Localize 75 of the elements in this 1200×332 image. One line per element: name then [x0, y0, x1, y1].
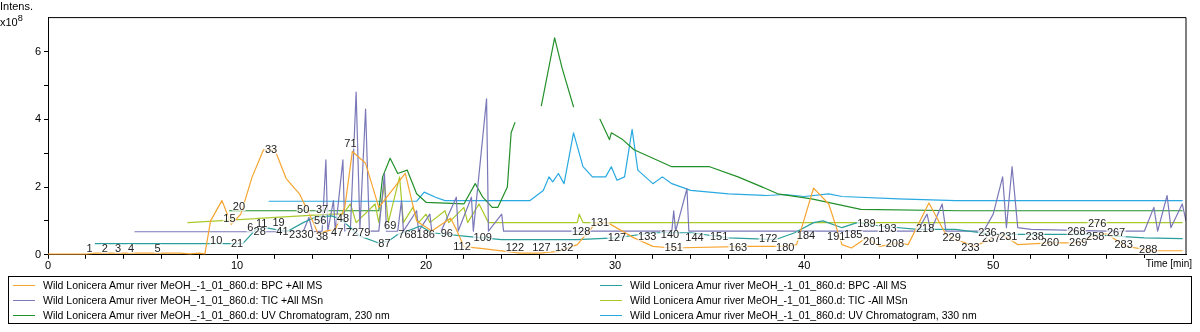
- annotation: 258: [1086, 229, 1105, 242]
- annotation: 208: [885, 236, 905, 249]
- annotation: 191: [827, 229, 846, 242]
- annotation: 21: [230, 236, 244, 249]
- y-tick-label: 4: [34, 112, 41, 125]
- annotation: 2330: [289, 228, 314, 241]
- annotation: 47: [331, 226, 344, 239]
- annotation: 185: [844, 228, 863, 241]
- annotation: 20: [232, 199, 246, 212]
- annotation: 193: [878, 222, 897, 235]
- annotation: 276: [1087, 217, 1107, 230]
- annotation: 7279: [345, 226, 371, 239]
- x-tick-label: 30: [608, 259, 622, 272]
- annotation: 4: [128, 241, 135, 254]
- annotation: 3: [114, 241, 122, 254]
- legend-label: Wild Lonicera Amur river MeOH_-1_01_860.d: BPC +All MS: [43, 279, 323, 291]
- annotation: 128: [571, 225, 591, 238]
- annotation: 180: [776, 240, 795, 253]
- x-tick-label: 40: [798, 259, 811, 272]
- annotation: 268: [1067, 224, 1086, 237]
- annotation: 189: [857, 217, 876, 230]
- annotation: 231: [999, 229, 1018, 242]
- annotation: 184: [796, 229, 816, 242]
- annotation: 38: [315, 229, 329, 242]
- annotation: 33: [264, 142, 278, 155]
- annotation: 132: [554, 240, 574, 253]
- annotation: 6: [247, 221, 254, 234]
- legend-label: Wild Lonicera Amur river MeOH_-1_01_860.d: TIC +All MSn: [43, 294, 324, 306]
- annotation: 768186: [398, 228, 435, 241]
- annotation: 10: [210, 233, 223, 246]
- legend-label: Wild Lonicera Amur river MeOH_-1_01_860.d: UV Chromatogram, 230 nm: [43, 309, 390, 321]
- legend-label: Wild Lonicera Amur river MeOH_-1_01_860.d: TIC -All MSn: [630, 294, 908, 306]
- annotation: 37: [315, 203, 329, 216]
- annotation: 5: [154, 241, 161, 254]
- annotation: 269: [1069, 235, 1088, 248]
- annotation: 50: [297, 203, 310, 216]
- x-tick-label: 10: [230, 259, 244, 272]
- x-axis-title: Time [min]: [1143, 258, 1192, 269]
- y-tick-label: 2: [34, 180, 41, 193]
- annotation: 71: [344, 137, 357, 150]
- annotation: 144: [685, 230, 704, 243]
- annotation: 109: [473, 230, 492, 243]
- y-tick-label: 6: [34, 44, 41, 57]
- annotation: 163: [728, 240, 748, 253]
- annotation: 112: [453, 239, 471, 252]
- annotation: 69: [384, 219, 397, 232]
- annotation: 140: [660, 228, 680, 241]
- annotation: 96: [440, 227, 453, 240]
- y-axis-title: Intens. x10$^{8}$: [0, 0, 40, 28]
- annotation: 122: [505, 240, 525, 253]
- annotation: 201: [863, 234, 882, 247]
- x-tick-label: 0: [44, 259, 52, 272]
- annotation: 218: [915, 222, 935, 235]
- annotation: 1: [86, 241, 93, 254]
- x-tick-label: 50: [987, 259, 1000, 272]
- annotation: 172: [759, 231, 778, 244]
- annotation: 131: [590, 215, 610, 228]
- annotation: 15: [223, 212, 236, 225]
- annotation: 229: [942, 230, 961, 243]
- annotation: 87: [378, 236, 391, 249]
- annotation: 151: [664, 240, 683, 253]
- annotation: 127: [532, 240, 551, 253]
- annotation: 288: [1139, 242, 1158, 255]
- annotation: 267: [1106, 226, 1126, 239]
- annotation: 2: [101, 241, 108, 254]
- annotation: 151: [709, 229, 729, 242]
- annotation: 48: [336, 212, 350, 225]
- annotation: 233: [961, 240, 980, 253]
- y-tick-label: 0: [34, 247, 41, 260]
- annotation: 133: [638, 229, 657, 242]
- annotation: 19: [272, 215, 285, 228]
- legend-label: Wild Lonicera Amur river MeOH_-1_01_860.d: BPC -All MS: [630, 279, 907, 291]
- legend-label: Wild Lonicera Amur river MeOH_-1_01_860.d: UV Chromatogram, 330 nm: [630, 309, 977, 321]
- annotation: 56: [314, 213, 327, 226]
- x-tick-label: 20: [419, 259, 433, 272]
